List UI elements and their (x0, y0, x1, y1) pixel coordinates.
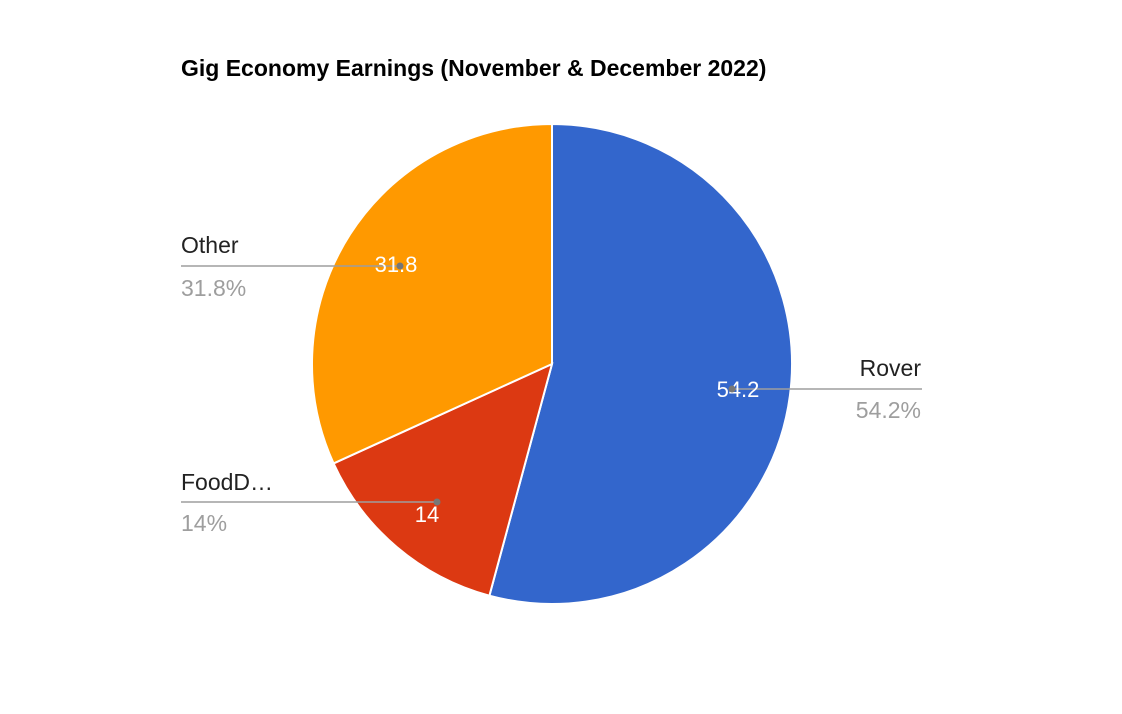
pie-slice-other (311, 122, 553, 465)
leader-dot-fooddash (433, 498, 441, 506)
leader-dot-rover (728, 385, 736, 393)
pie-slice-fooddash (332, 362, 554, 597)
leader-dot-other (396, 262, 404, 270)
chart-title: Gig Economy Earnings (November & Decembe… (181, 55, 766, 81)
slice-labels: 54.2 Rover 54.2% 14 FoodD… 14% 31.8 Other 31.8% (181, 232, 921, 536)
leader-lines (181, 265, 922, 503)
slice-percent-other: 31.8% (181, 275, 246, 301)
slice-value-rover: 54.2 (717, 377, 760, 402)
slice-label-fooddash: FoodD… (181, 469, 273, 495)
slice-value-other: 31.8 (375, 252, 418, 277)
pie-slice-rover (488, 122, 793, 605)
pie-slices (311, 122, 793, 605)
slice-label-other: Other (181, 232, 239, 258)
slice-percent-rover: 54.2% (856, 397, 921, 423)
slice-label-rover: Rover (860, 355, 922, 381)
slice-percent-fooddash: 14% (181, 510, 227, 536)
slice-value-fooddash: 14 (415, 502, 439, 527)
